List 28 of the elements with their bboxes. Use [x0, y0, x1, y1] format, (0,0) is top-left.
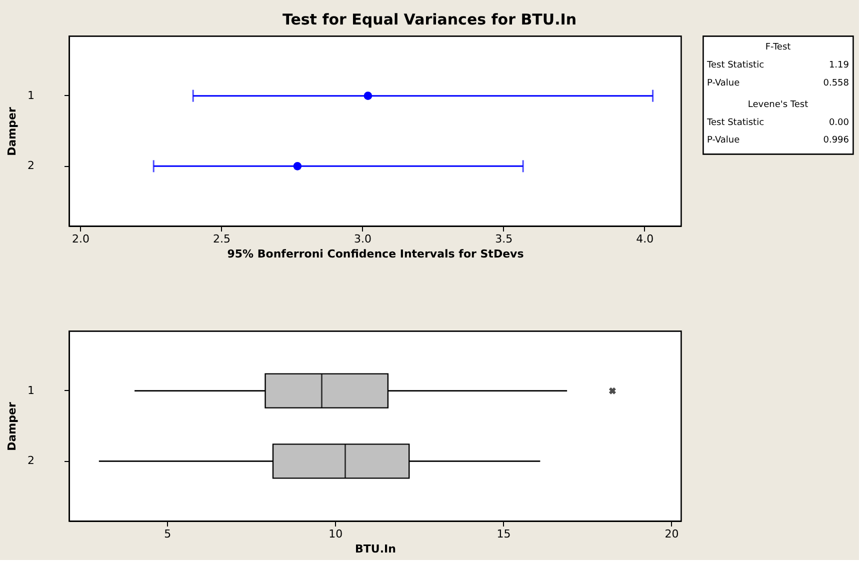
- x-tick-label: 20: [664, 528, 679, 540]
- x-tick-label: 3.0: [354, 232, 372, 246]
- text: Test Statistic: [706, 118, 764, 128]
- text: 1.19: [828, 60, 850, 71]
- y-tick-label: 1: [28, 384, 34, 397]
- x-tick-label: 3.5: [495, 232, 513, 246]
- text: P-Value: [707, 136, 740, 146]
- text: 0.996: [823, 136, 850, 146]
- text: F-Test: [765, 42, 792, 53]
- text: 0.00: [828, 118, 850, 128]
- chart-title: Test for Equal Variances for BTU.In: [282, 10, 577, 28]
- y-axis-title: Damper: [6, 106, 18, 156]
- y-tick-label: 2: [28, 454, 34, 468]
- y-tick-label: 2: [28, 159, 34, 172]
- y-tick-label: 1: [28, 88, 34, 102]
- x-tick-label: 10: [328, 528, 343, 540]
- x-tick-label: 2.5: [213, 232, 231, 246]
- x-tick-label: 5: [164, 528, 172, 540]
- text: 0.558: [823, 78, 850, 88]
- text: Test Statistic: [706, 60, 764, 71]
- x-axis-title: BTU.In: [355, 542, 396, 556]
- x-tick-label: 4.0: [636, 232, 654, 246]
- x-tick-label: 2.0: [72, 232, 90, 246]
- y-axis-title: Damper: [6, 402, 18, 451]
- x-tick-label: 15: [496, 528, 511, 540]
- x-axis-title: 95% Bonferroni Confidence Intervals for StDevs: [227, 248, 524, 260]
- text: Levene's Test: [748, 100, 809, 110]
- text: P-Value: [707, 78, 740, 88]
